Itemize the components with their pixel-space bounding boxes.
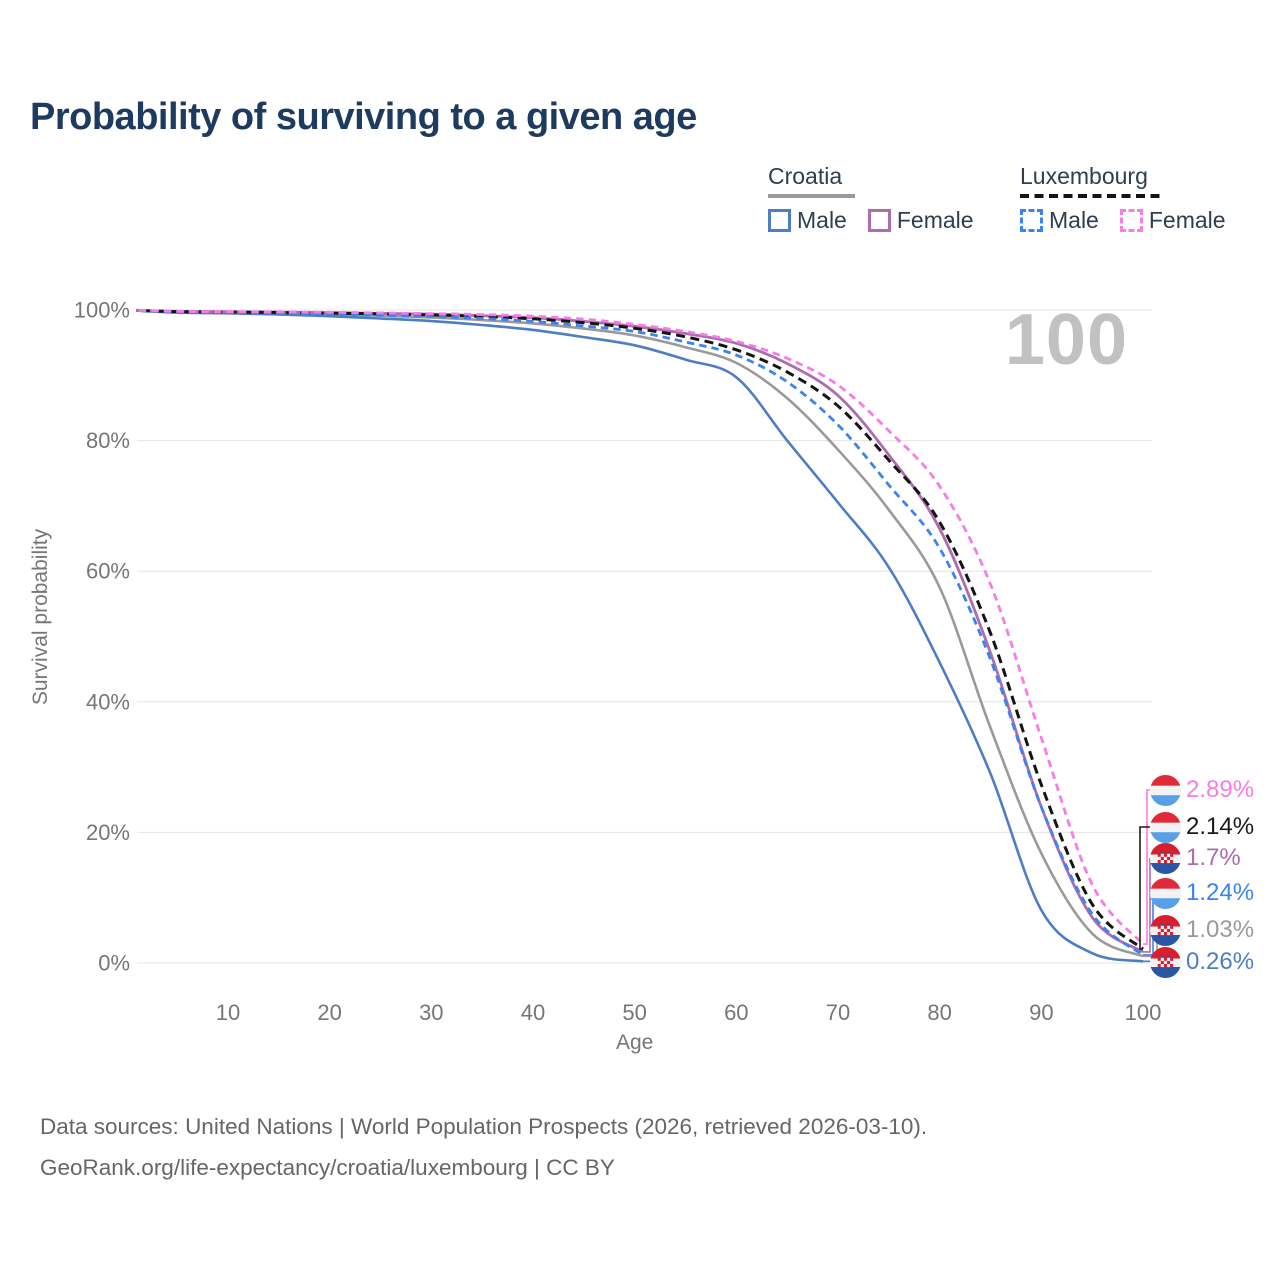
curve-luxembourg-female[interactable]: [126, 308, 1145, 946]
legend-label-croatia-female[interactable]: Female: [896, 207, 974, 233]
x-tick-label: 90: [1029, 1000, 1053, 1025]
y-tick-label: 60%: [86, 559, 130, 584]
footer: Data sources: United Nations | World Pop…: [40, 1106, 927, 1188]
legend-swatch-luxembourg-female[interactable]: [1119, 209, 1143, 232]
legend-label-luxembourg-female[interactable]: Female: [1148, 207, 1226, 233]
legend-croatia-title[interactable]: Croatia: [768, 163, 843, 189]
x-tick-label: 30: [419, 1000, 443, 1025]
y-axis-title: Survival probability: [29, 528, 52, 705]
legend-luxembourg-line-swatch: [1020, 194, 1163, 198]
legend-group-luxembourg: Luxembourg Male Female: [1020, 163, 1247, 234]
x-tick-label: 40: [521, 1000, 545, 1025]
legend: Croatia Male Female Luxembourg Male Fema…: [0, 163, 1280, 243]
curve-luxembourg-male[interactable]: [126, 309, 1144, 957]
footer-data-sources: Data sources: United Nations | World Pop…: [40, 1114, 928, 1139]
legend-label-luxembourg-male[interactable]: Male: [1049, 207, 1099, 233]
x-tick-label: 20: [317, 1000, 341, 1025]
legend-label-croatia-male[interactable]: Male: [797, 207, 847, 233]
y-tick-label: 80%: [86, 428, 130, 453]
page-title: Probability of surviving to a given age: [30, 96, 697, 138]
end-label-connector-luxembourg-male: [1143, 892, 1154, 956]
x-tick-label: 10: [216, 1000, 240, 1025]
legend-swatch-croatia-male[interactable]: [768, 209, 791, 232]
age-watermark: 100: [1005, 300, 1128, 380]
y-tick-label: 0%: [98, 951, 130, 976]
legend-croatia-line-swatch: [768, 194, 855, 198]
legend-swatch-luxembourg-male[interactable]: [1020, 209, 1043, 232]
y-tick-label: 40%: [86, 689, 130, 714]
curve-luxembourg[interactable]: [126, 308, 1144, 951]
end-label-connector-luxembourg: [1139, 826, 1150, 950]
y-tick-label: 20%: [86, 820, 130, 845]
curve-croatia-male[interactable]: [126, 309, 1144, 963]
y-tick-label: 100%: [74, 298, 130, 323]
x-axis-title: Age: [616, 1031, 653, 1054]
legend-luxembourg-title[interactable]: Luxembourg: [1020, 163, 1148, 189]
x-tick-label: 100: [1125, 1000, 1162, 1025]
end-label-connector-luxembourg-female: [1143, 789, 1150, 945]
legend-swatch-croatia-female[interactable]: [867, 209, 891, 232]
curve-croatia-female[interactable]: [126, 308, 1144, 954]
x-tick-label: 80: [927, 1000, 951, 1025]
x-tick-label: 60: [724, 1000, 748, 1025]
legend-group-croatia: Croatia Male Female: [768, 163, 995, 234]
x-tick-label: 50: [622, 1000, 646, 1025]
footer-attribution: GeoRank.org/life-expectancy/croatia/luxe…: [40, 1155, 615, 1180]
end-label-connector-croatia-male: [1143, 960, 1151, 963]
x-tick-label: 70: [826, 1000, 850, 1025]
